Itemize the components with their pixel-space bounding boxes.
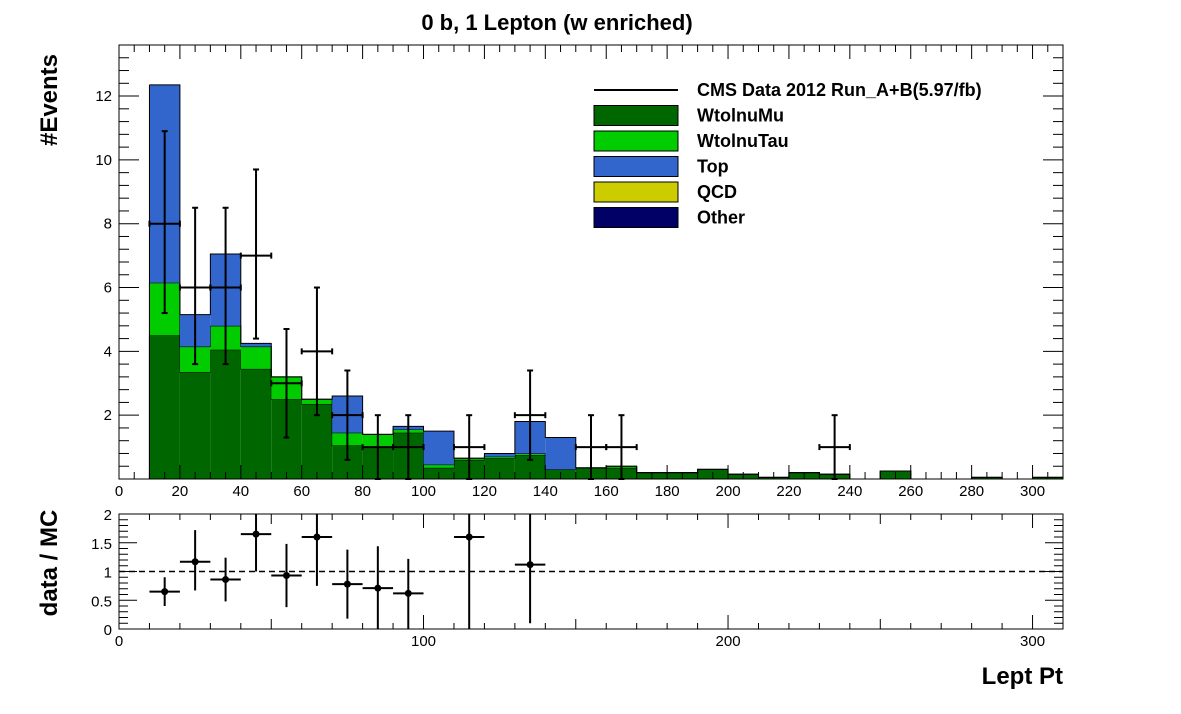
- x-tick-label: 180: [655, 483, 680, 500]
- ratio-point: [313, 533, 321, 541]
- x-tick-label: 260: [898, 483, 923, 500]
- data-series: [148, 130, 851, 480]
- bar-top: [545, 437, 576, 470]
- legend-entry-other: Other: [593, 207, 745, 228]
- x-tick-label: 300: [1020, 483, 1045, 500]
- ratio-x-tick-label: 0: [115, 633, 123, 650]
- x-tick-label: 100: [411, 483, 436, 500]
- legend-box-swatch: [593, 207, 679, 228]
- ratio-y-tick-label: 2: [104, 507, 112, 524]
- chart-title: 0 b, 1 Lepton (w enriched): [421, 10, 692, 35]
- ratio-y-tick-label: 1: [104, 565, 112, 582]
- legend-label: QCD: [697, 182, 737, 202]
- ratio-x-tick-label: 300: [1020, 633, 1045, 650]
- x-tick-label: 60: [293, 483, 310, 500]
- y-tick-label: 10: [95, 152, 112, 169]
- ratio-point: [252, 530, 260, 538]
- main-y-axis-title: #Events: [36, 54, 63, 146]
- ratio-point: [161, 588, 169, 596]
- legend-entry-qcd: QCD: [593, 181, 737, 203]
- main-plot-area: 0 20 40 60 80 100 120 140 160 180 200 220 240 260 280 3…: [95, 44, 1064, 500]
- legend-box-swatch: [593, 105, 679, 126]
- bar-top: [423, 431, 454, 465]
- legend-entry-cms-data-2012-run-a-b-5-97-fb: CMS Data 2012 Run_A+B(5.97/fb): [594, 80, 982, 100]
- bar-wtolnumu: [240, 368, 272, 479]
- legend-label: CMS Data 2012 Run_A+B(5.97/fb): [697, 80, 982, 100]
- ratio-y-axis-title: data / MC: [36, 510, 63, 617]
- bar-top: [484, 453, 515, 457]
- ratio-plot-area: 0 100 200 300 0 0.5 1 1.5 2: [91, 507, 1064, 650]
- x-tick-label: 160: [594, 483, 619, 500]
- ratio-x-tick-label: 200: [716, 633, 741, 650]
- x-tick-label: 80: [354, 483, 371, 500]
- ratio-y-tick-label: 0.5: [91, 593, 112, 610]
- legend-label: WtolnuMu: [697, 106, 784, 126]
- legend-box-swatch: [593, 181, 679, 203]
- y-tick-label: 4: [104, 343, 112, 360]
- x-tick-label: 280: [959, 483, 984, 500]
- ratio-point: [374, 584, 382, 592]
- legend-box-swatch: [593, 156, 679, 177]
- bar-wtolnutau: [484, 456, 515, 459]
- ratio-y-tick-label: 1.5: [91, 536, 112, 553]
- ratio-x-tick-label: 100: [411, 633, 436, 650]
- ratio-point: [404, 589, 412, 597]
- y-tick-label: 2: [104, 407, 112, 424]
- ratio-point: [343, 580, 351, 588]
- y-tick-label: 8: [104, 216, 112, 233]
- ratio-point: [222, 576, 230, 584]
- legend-entry-wtolnutau: WtolnuTau: [593, 130, 789, 152]
- bar-wtolnumu: [179, 372, 211, 479]
- bar-wtolnumu: [301, 404, 333, 479]
- x-axis-title: Lept Pt: [982, 663, 1063, 690]
- x-tick-label: 20: [172, 483, 189, 500]
- bar-wtolnumu: [484, 458, 515, 479]
- legend-label: Other: [697, 208, 745, 228]
- x-tick-label: 0: [115, 483, 123, 500]
- ratio-point: [465, 533, 473, 541]
- legend: CMS Data 2012 Run_A+B(5.97/fb) WtolnuMu Wt…: [593, 80, 982, 228]
- legend-label: WtolnuTau: [697, 131, 789, 151]
- y-tick-label: 6: [104, 280, 112, 297]
- ratio-y-tick-label: 0: [104, 622, 112, 639]
- x-tick-label: 240: [837, 483, 862, 500]
- legend-entry-wtolnumu: WtolnuMu: [593, 105, 784, 126]
- x-tick-label: 200: [716, 483, 741, 500]
- x-tick-label: 220: [776, 483, 801, 500]
- ratio-points: [149, 514, 546, 629]
- x-tick-label: 40: [232, 483, 249, 500]
- bar-wtolnutau: [240, 346, 272, 369]
- ratio-point: [282, 572, 290, 580]
- x-tick-label: 140: [533, 483, 558, 500]
- y-tick-label: 12: [95, 88, 112, 105]
- legend-entry-top: Top: [593, 156, 729, 177]
- bar-wtolnumu: [149, 335, 180, 479]
- ratio-point: [526, 561, 534, 569]
- ratio-point: [191, 558, 199, 566]
- x-tick-label: 120: [472, 483, 497, 500]
- legend-label: Top: [697, 157, 729, 177]
- bar-wtolnumu: [514, 455, 546, 479]
- legend-box-swatch: [593, 130, 679, 152]
- bar-wtolnumu: [210, 349, 241, 479]
- bar-wtolnutau: [423, 464, 454, 468]
- bar-top: [240, 343, 272, 347]
